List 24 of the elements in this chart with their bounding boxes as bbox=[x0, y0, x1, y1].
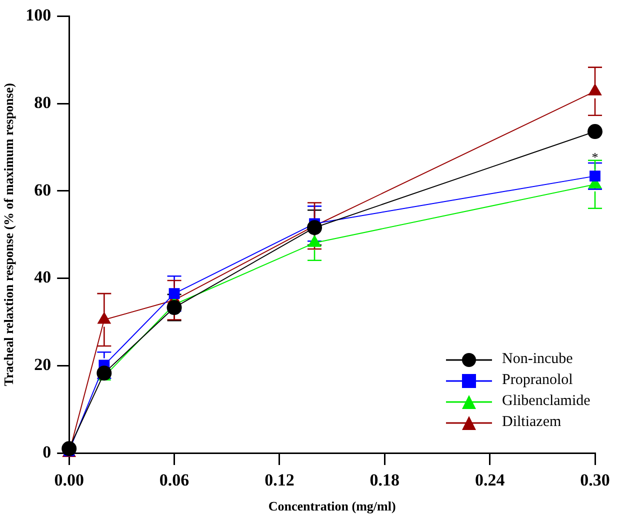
point bbox=[588, 124, 602, 140]
y-tick-label: 40 bbox=[34, 268, 52, 287]
x-tick-label: 0.30 bbox=[580, 470, 610, 490]
legend-label: Glibenclamide bbox=[502, 393, 590, 410]
y-tick-label: 20 bbox=[34, 355, 52, 374]
x-tick-label: 0.24 bbox=[474, 470, 506, 490]
y-axis-title: Tracheal relaxtion response (% of maximum response) bbox=[1, 83, 16, 386]
point bbox=[590, 170, 600, 182]
x-axis-title: Concentration (mg/ml) bbox=[268, 498, 396, 514]
x-tick-label: 0.06 bbox=[159, 470, 190, 490]
y-tick-label: 60 bbox=[34, 180, 52, 200]
x-tick-label: 0.12 bbox=[264, 470, 294, 490]
y-tick-label: 100 bbox=[26, 6, 52, 25]
point bbox=[62, 441, 77, 456]
x-tick-label: 0.18 bbox=[370, 470, 400, 490]
legend-label: Non-incube bbox=[502, 351, 573, 368]
x-tick-label: 0.00 bbox=[54, 470, 84, 490]
point bbox=[307, 220, 322, 236]
y-tick-label: 80 bbox=[34, 92, 52, 112]
legend-label: Propranolol bbox=[502, 372, 573, 389]
annotation: * bbox=[592, 150, 598, 165]
legend-label: Diltiazem bbox=[502, 414, 562, 431]
y-tick-label: 0 bbox=[42, 442, 52, 462]
point bbox=[96, 366, 112, 381]
